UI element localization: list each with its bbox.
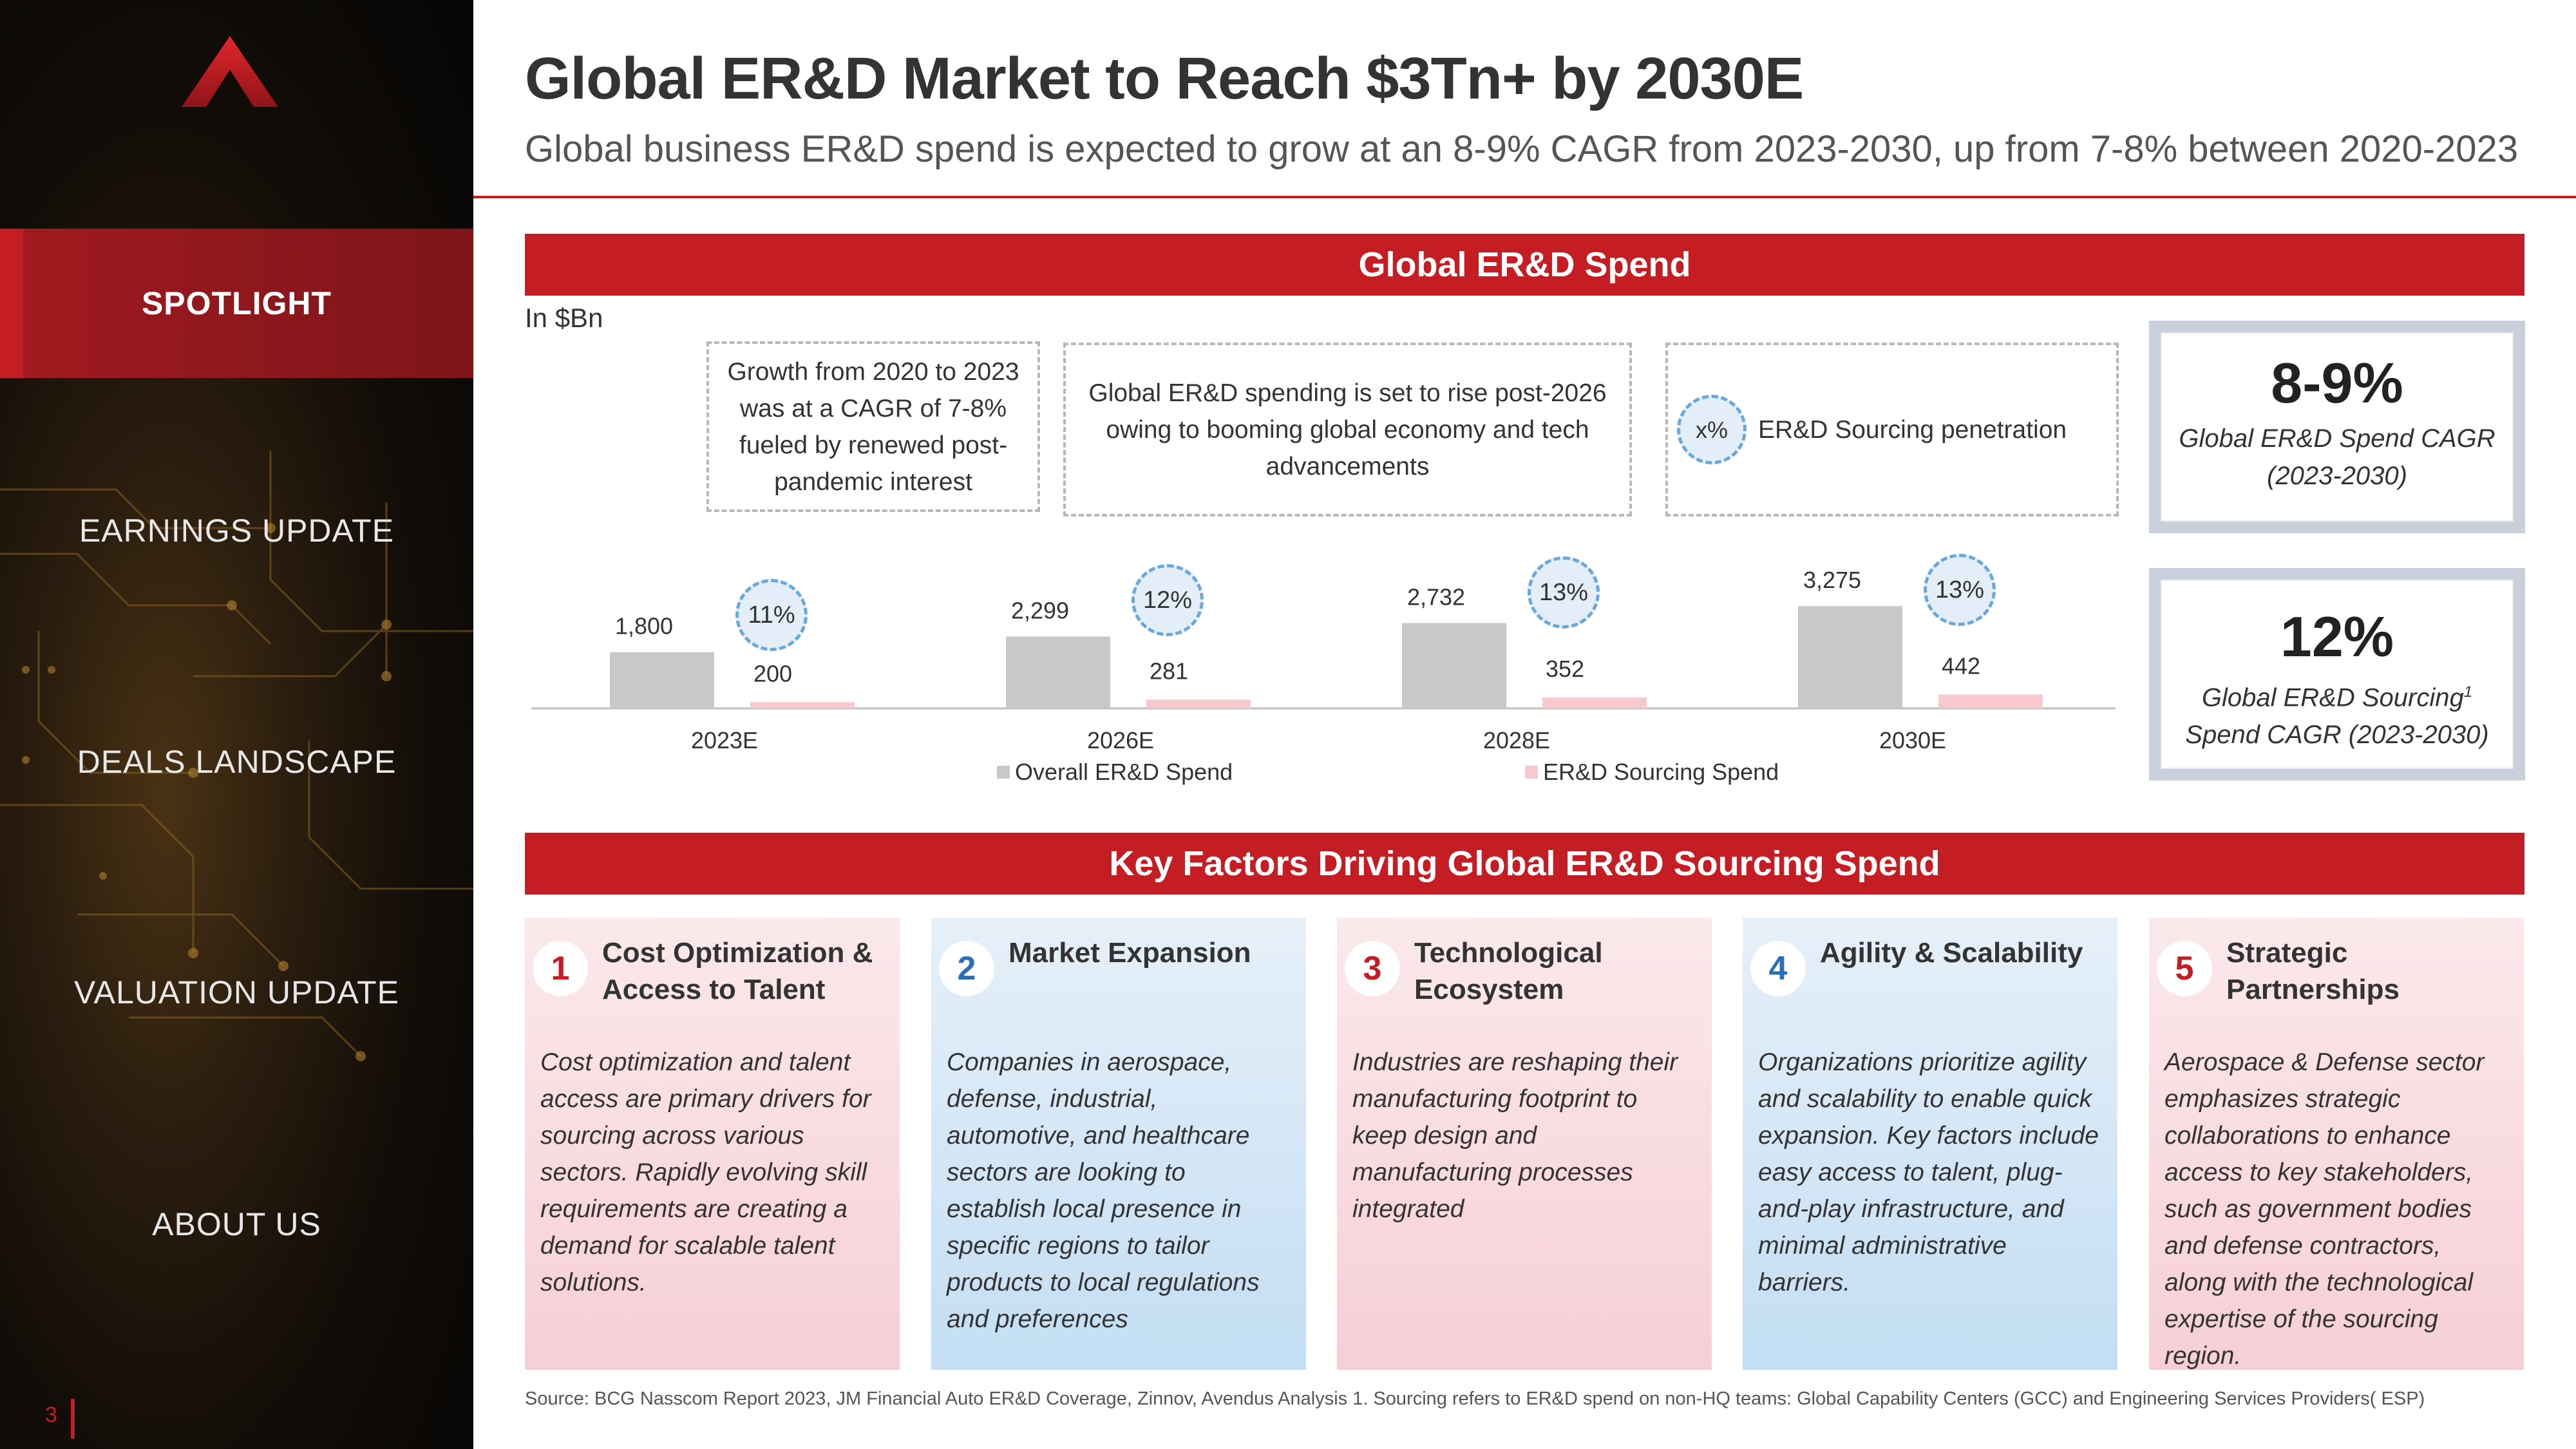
factor-number: 2: [939, 941, 994, 996]
penetration-value: 13%: [1539, 578, 1589, 606]
factor-title: Technological Ecosystem: [1414, 937, 1603, 1005]
bar-sourcing-2028E: [1542, 697, 1647, 708]
legend-swatch-overall: [997, 766, 1010, 779]
kpi-label-rest: Spend CAGR (2023-2030): [2185, 721, 2489, 750]
legend-label-sourcing: ER&D Sourcing Spend: [1543, 759, 1779, 785]
legend-sourcing: ER&D Sourcing Spend: [1525, 759, 1779, 786]
annotation-text: Growth from 2020 to 2023 was at a CAGR o…: [727, 357, 1019, 496]
section-banner-factors: Key Factors Driving Global ER&D Sourcing…: [525, 833, 2524, 895]
category-label: 2026E: [1087, 727, 1154, 753]
nav-label: DEALS LANDSCAPE: [77, 744, 397, 780]
value-label-overall: 3,275: [1803, 567, 1861, 593]
value-label-sourcing: 281: [1150, 658, 1188, 684]
factor-card-market-expansion: 2 Market Expansion Companies in aerospace…: [931, 918, 1306, 1370]
factor-title: Agility & Scalability: [1820, 937, 2083, 969]
page-number: 3: [45, 1403, 57, 1427]
bar-sourcing-2030E: [1938, 694, 2043, 708]
bar-overall-2026E: [1006, 636, 1110, 708]
legend-swatch-sourcing: [1525, 766, 1538, 779]
penetration-value: 11%: [748, 601, 795, 629]
source-footnote: Source: BCG Nasscom Report 2023, JM Fina…: [525, 1388, 2425, 1409]
chart-svg: 1,800 200 2023E 2,299 281 2026E 2,732 352 2028E 3…: [531, 567, 2116, 753]
factor-number: 1: [533, 941, 588, 996]
annotation-post-2026: Global ER&D spending is set to rise post…: [1063, 343, 1632, 516]
bar-overall-2023E: [610, 652, 714, 708]
value-label-sourcing: 442: [1942, 653, 1980, 679]
value-label-overall: 2,732: [1407, 583, 1465, 610]
kpi-card-spend-cagr: 8-9% Global ER&D Spend CAGR (2023-2030): [2149, 321, 2525, 533]
factor-body: Cost optimization and talent access are …: [540, 1048, 871, 1296]
annotation-text: Global ER&D spending is set to rise post…: [1088, 379, 1607, 480]
kpi-value: 12%: [2280, 605, 2394, 668]
annotation-growth-2020-2023: Growth from 2020 to 2023 was at a CAGR o…: [706, 341, 1040, 512]
legend-overall: Overall ER&D Spend: [997, 759, 1233, 786]
units-label: In $Bn: [525, 303, 603, 333]
kpi-card-sourcing-cagr: 12% Global ER&D Sourcing1 Spend CAGR (202…: [2149, 568, 2525, 781]
bar-sourcing-2023E: [750, 702, 855, 708]
value-label-overall: 2,299: [1011, 597, 1069, 623]
bar-overall-2028E: [1402, 623, 1506, 708]
penetration-circle: 11%: [735, 579, 808, 651]
er-d-spend-chart: 1,800 200 2023E 2,299 281 2026E 2,732 352 2028E 3…: [525, 528, 2122, 799]
kpi-label-main: Global ER&D Sourcing: [2201, 683, 2464, 712]
factor-card-cost-optimization: 1 Cost Optimization & Access to Talent Co…: [525, 918, 900, 1370]
nav-item-deals-landscape[interactable]: DEALS LANDSCAPE: [0, 743, 473, 781]
sidebar: SPOTLIGHT EARNINGS UPDATE DEALS LANDSCAP…: [0, 0, 473, 1449]
bar-overall-2030E: [1798, 606, 1902, 708]
page-number-accent: [71, 1399, 75, 1439]
factor-card-tech-ecosystem: 3 Technological Ecosystem Industries are …: [1337, 918, 1712, 1370]
header-divider: [473, 196, 2576, 198]
category-label: 2028E: [1483, 727, 1550, 753]
penetration-symbol: x%: [1695, 416, 1728, 443]
nav-label: EARNINGS UPDATE: [79, 513, 395, 549]
category-label: 2030E: [1879, 727, 1946, 753]
penetration-circle: 13%: [1528, 556, 1600, 629]
factor-number: 3: [1345, 941, 1400, 996]
penetration-value: 12%: [1142, 586, 1193, 614]
penetration-circle: 13%: [1924, 554, 1996, 626]
factor-card-agility: 4 Agility & Scalability Organizations pri…: [1743, 918, 2117, 1370]
factor-number: 5: [2157, 941, 2212, 996]
factor-title: Market Expansion: [1009, 937, 1251, 969]
category-label: 2023E: [691, 727, 758, 753]
penetration-circle: 12%: [1132, 564, 1204, 636]
nav-item-spotlight[interactable]: SPOTLIGHT: [0, 229, 473, 378]
nav-item-valuation-update[interactable]: VALUATION UPDATE: [0, 974, 473, 1011]
nav-item-earnings-update[interactable]: EARNINGS UPDATE: [0, 512, 473, 549]
value-label-sourcing: 352: [1546, 656, 1584, 682]
factor-title: Strategic Partnerships: [2226, 937, 2400, 1005]
legend-label-overall: Overall ER&D Spend: [1015, 759, 1233, 785]
footnote-marker: 1: [2463, 683, 2473, 701]
nav-label: VALUATION UPDATE: [74, 974, 399, 1010]
section-banner-spend: Global ER&D Spend: [525, 234, 2524, 296]
nav-label: SPOTLIGHT: [141, 285, 332, 321]
penetration-value: 13%: [1935, 576, 1985, 603]
kpi-label: Global ER&D Sourcing1 Spend CAGR (2023-20…: [2161, 674, 2514, 753]
nav-item-about-us[interactable]: ABOUT US: [0, 1206, 473, 1243]
kpi-label: Global ER&D Spend CAGR (2023-2030): [2179, 424, 2496, 490]
value-label-overall: 1,800: [615, 613, 673, 639]
penetration-legend-circle: x%: [1677, 395, 1747, 464]
factor-number: 4: [1750, 941, 1806, 996]
page-title: Global ER&D Market to Reach $3Tn+ by 203…: [525, 46, 1804, 111]
annotation-text: ER&D Sourcing penetration: [1758, 415, 2067, 444]
circuit-background: [0, 451, 473, 1061]
company-logo: [182, 36, 278, 107]
nav-label: ABOUT US: [152, 1206, 321, 1242]
factor-body: Companies in aerospace, defense, industr…: [947, 1048, 1260, 1333]
factor-title: Cost Optimization & Access to Talent: [602, 937, 873, 1005]
value-label-sourcing: 200: [753, 660, 792, 687]
factor-body: Organizations prioritize agility and sca…: [1758, 1048, 2099, 1296]
annotation-sourcing-penetration: x% ER&D Sourcing penetration: [1665, 343, 2119, 516]
factor-body: Aerospace & Defense sector emphasizes st…: [2164, 1048, 2485, 1370]
page-subtitle: Global business ER&D spend is expected t…: [525, 128, 2519, 170]
kpi-value: 8-9%: [2271, 351, 2403, 415]
bar-sourcing-2026E: [1146, 699, 1251, 708]
factor-card-strategic-partnerships: 5 Strategic Partnerships Aerospace & Defe…: [2149, 918, 2524, 1370]
factor-body: Industries are reshaping their manufactu…: [1352, 1048, 1678, 1223]
